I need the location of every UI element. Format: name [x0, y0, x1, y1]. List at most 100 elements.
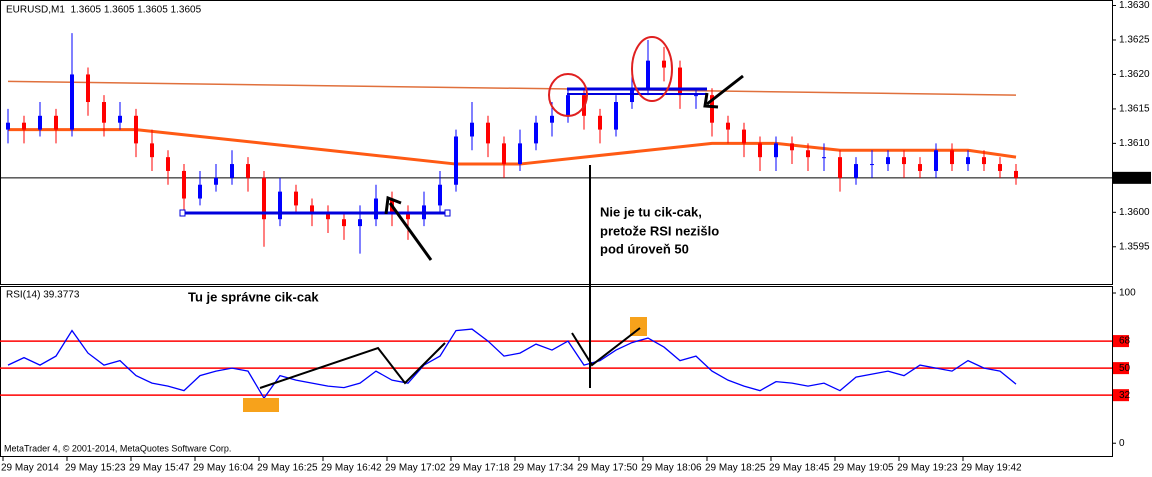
- candle-body: [166, 157, 170, 171]
- x-tick-label: 29 May 18:25: [705, 463, 766, 474]
- x-tick-label: 29 May 18:06: [641, 463, 702, 474]
- rsi-title: RSI(14) 39.3773: [6, 290, 80, 301]
- candle-body: [262, 177, 266, 220]
- candle-body: [534, 122, 538, 144]
- highlight-box: [243, 398, 279, 412]
- candle-body: [358, 219, 362, 227]
- candle-body: [982, 157, 986, 165]
- candle-body: [694, 95, 698, 97]
- candle-body: [294, 191, 298, 206]
- candle-body: [790, 143, 794, 151]
- candle-body: [118, 115, 122, 123]
- candle-body: [726, 122, 730, 130]
- candle-body: [870, 164, 874, 166]
- level-label-bg: [1113, 389, 1129, 402]
- candle-body: [662, 60, 666, 68]
- arrow: [706, 74, 744, 106]
- candle-body: [598, 115, 602, 130]
- annotation: pod úroveň 50: [600, 241, 689, 256]
- annotation: pretože RSI nezišlo: [600, 223, 719, 238]
- current-price-label: 1.3605: [1117, 172, 1148, 183]
- candle-body: [230, 164, 234, 178]
- candle-body: [150, 143, 154, 158]
- price-title: EURUSD,M1 1.3605 1.3605 1.3605 1.3605: [6, 5, 202, 16]
- candle-body: [806, 150, 810, 158]
- candle-body: [6, 122, 10, 130]
- x-tick-label: 29 May 19:05: [833, 463, 894, 474]
- candle-body: [678, 67, 682, 96]
- candle-body: [566, 95, 570, 116]
- candle-body: [310, 205, 314, 213]
- y-tick-label: 1.3615: [1119, 104, 1150, 115]
- arrow-head: [703, 92, 719, 109]
- rsi-panel: [0, 286, 1113, 457]
- candle-body: [854, 164, 858, 178]
- candle-body: [950, 150, 954, 165]
- candle-body: [454, 136, 458, 185]
- candle-body: [198, 184, 202, 199]
- y-tick-label: 1.3620: [1119, 69, 1150, 80]
- arrow-head: [384, 195, 402, 215]
- x-tick-label: 29 May 19:42: [961, 463, 1022, 474]
- candle-body: [374, 198, 378, 220]
- level-label-bg: [1113, 335, 1129, 348]
- candle-body: [822, 157, 826, 159]
- candle-body: [966, 157, 970, 165]
- candle-body: [102, 102, 106, 123]
- candle-body: [918, 164, 922, 171]
- x-tick-label: 29 May 15:23: [65, 463, 126, 474]
- y-tick-label: 0: [1119, 438, 1125, 449]
- candle-body: [38, 115, 42, 130]
- y-tick-label: 100: [1119, 288, 1136, 299]
- candle-body: [902, 157, 906, 165]
- candle-body: [278, 191, 282, 220]
- current-price-bg: [1113, 171, 1151, 184]
- y-tick-label: 68: [1119, 336, 1131, 347]
- zigzag-line: [571, 327, 641, 367]
- candle-body: [838, 157, 842, 178]
- candle-body: [134, 115, 138, 144]
- highlight-circle: [631, 36, 673, 102]
- candle-body: [934, 150, 938, 171]
- candle-body: [646, 60, 650, 89]
- candle-body: [502, 143, 506, 165]
- candle-body: [710, 95, 714, 123]
- candle-body: [470, 122, 474, 137]
- annotation: Nie je tu cik-cak,: [600, 204, 702, 219]
- y-tick-label: 32: [1119, 390, 1131, 401]
- rsi-line: [7, 328, 1017, 400]
- x-tick-label: 29 May 17:18: [449, 463, 510, 474]
- candle-body: [326, 212, 330, 220]
- footer: MetaTrader 4, © 2001-2014, MetaQuotes So…: [4, 443, 231, 453]
- y-tick-label: 50: [1119, 363, 1131, 374]
- line-handle: [444, 209, 451, 217]
- level-label-bg: [1113, 362, 1129, 375]
- arrow: [388, 202, 433, 261]
- candle-body: [406, 212, 410, 220]
- candle-body: [246, 164, 250, 178]
- candle-body: [518, 143, 522, 165]
- candle-body: [70, 74, 74, 130]
- y-tick-label: 1.3610: [1119, 138, 1150, 149]
- x-tick-label: 29 May 16:04: [193, 463, 254, 474]
- x-tick-label: 29 May 17:02: [385, 463, 446, 474]
- candle-body: [486, 122, 490, 144]
- candle-body: [630, 88, 634, 103]
- candle-body: [614, 102, 618, 130]
- x-tick-label: 29 May 16:25: [257, 463, 318, 474]
- candle-body: [54, 115, 58, 130]
- candle-body: [1014, 170, 1018, 178]
- candle-body: [182, 170, 186, 199]
- x-tick-label: 29 May 15:47: [129, 463, 190, 474]
- y-tick-label: 1.3625: [1119, 35, 1150, 46]
- x-tick-label: 29 May 17:50: [577, 463, 638, 474]
- x-tick-label: 29 May 2014: [1, 463, 59, 474]
- candle-body: [742, 129, 746, 144]
- y-tick-label: 1.3595: [1119, 241, 1150, 252]
- y-tick-label: 1.3630: [1119, 0, 1150, 11]
- line-handle: [179, 209, 186, 217]
- candle-body: [886, 157, 890, 165]
- y-tick-label: 1.3600: [1119, 207, 1150, 218]
- x-tick-label: 29 May 17:34: [513, 463, 574, 474]
